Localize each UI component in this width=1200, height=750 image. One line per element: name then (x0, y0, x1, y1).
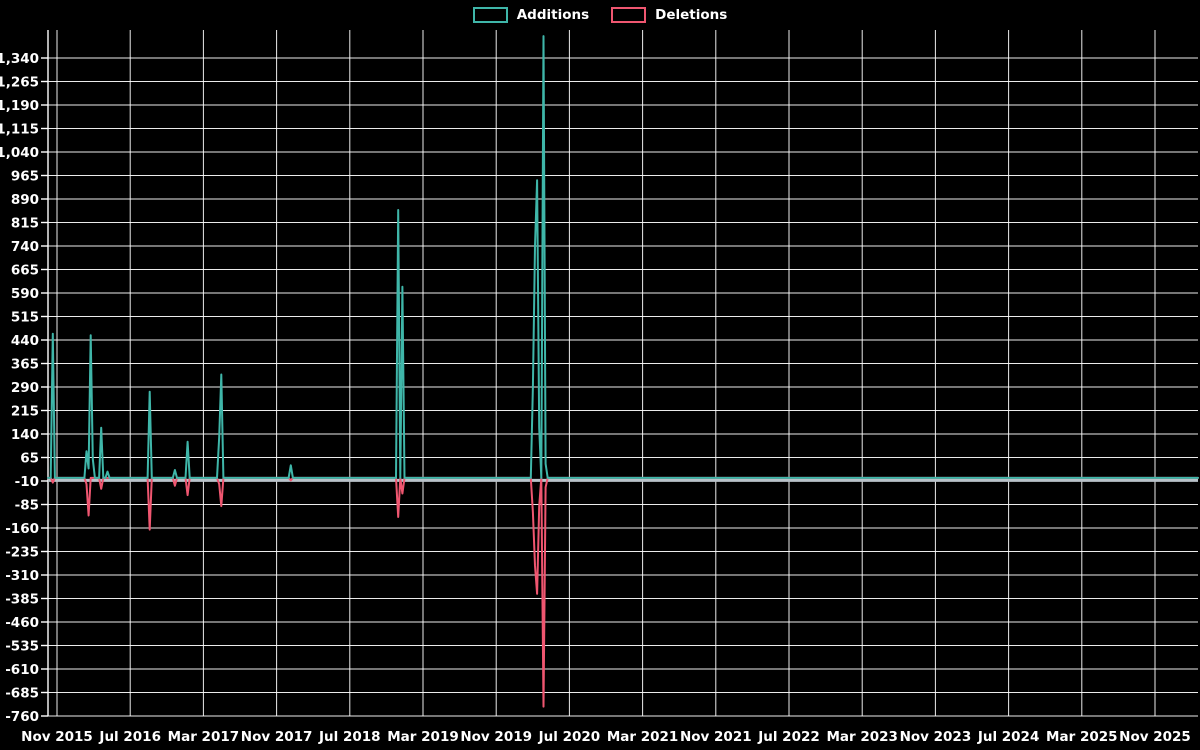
chart-legend: Additions Deletions (0, 7, 1200, 23)
y-axis-tick-label: -10 (15, 474, 39, 490)
x-axis-tick-label: Jul 2016 (98, 729, 161, 745)
y-axis-tick-label: -85 (15, 498, 39, 514)
y-axis-tick-label: 290 (11, 380, 39, 396)
y-axis-tick-label: 440 (11, 333, 39, 349)
x-axis-tick-label: Jul 2024 (977, 729, 1040, 745)
x-axis-tick-label: Jul 2022 (757, 729, 820, 745)
y-axis-tick-label: -610 (5, 662, 39, 678)
x-axis-tick-label: Nov 2025 (1119, 729, 1191, 745)
legend-item-additions[interactable]: Additions (472, 7, 590, 23)
y-axis-tick-label: 815 (11, 216, 39, 232)
x-axis-tick-label: Mar 2019 (387, 729, 458, 745)
additions-swatch-icon (472, 7, 508, 23)
y-axis-tick-label: 1,040 (0, 145, 39, 161)
y-axis-tick-label: 215 (11, 404, 39, 420)
x-axis-tick-label: Nov 2019 (460, 729, 532, 745)
y-axis-tick-label: 665 (11, 263, 39, 279)
y-axis-tick-label: -385 (5, 592, 39, 608)
x-axis-tick-label: Nov 2015 (21, 729, 93, 745)
y-axis-tick-label: 1,340 (0, 51, 39, 67)
y-axis-tick-label: -235 (5, 545, 39, 561)
y-axis-tick-label: 890 (11, 192, 39, 208)
x-axis-tick-label: Jul 2018 (318, 729, 381, 745)
y-axis-tick-label: -535 (5, 639, 39, 655)
legend-label-additions: Additions (516, 7, 590, 23)
y-axis-tick-label: -760 (5, 709, 39, 725)
x-axis-tick-label: Nov 2017 (241, 729, 313, 745)
series-line-additions (47, 35, 1199, 479)
y-axis-tick-label: 1,265 (0, 75, 39, 91)
y-axis-tick-label: 965 (11, 169, 39, 185)
x-axis-tick-label: Mar 2025 (1046, 729, 1117, 745)
deletions-swatch-icon (611, 7, 647, 23)
y-axis-tick-label: 590 (11, 286, 39, 302)
y-axis-tick-label: -685 (5, 686, 39, 702)
y-axis-tick-label: -460 (5, 615, 39, 631)
series-line-deletions (47, 476, 1199, 708)
x-axis-tick-label: Nov 2021 (680, 729, 752, 745)
y-axis-tick-label: 740 (11, 239, 39, 255)
y-axis-tick-label: 140 (11, 427, 39, 443)
y-axis-tick-label: -160 (5, 521, 39, 537)
x-axis-tick-label: Mar 2017 (168, 729, 239, 745)
x-axis-tick-label: Mar 2021 (607, 729, 678, 745)
y-axis-tick-label: -310 (5, 568, 39, 584)
y-axis-tick-label: 1,115 (0, 122, 39, 138)
y-axis-tick-label: 515 (11, 310, 39, 326)
x-axis-tick-label: Mar 2023 (826, 729, 897, 745)
y-axis-tick-label: 65 (20, 451, 39, 467)
legend-label-deletions: Deletions (655, 7, 728, 23)
y-axis-tick-label: 365 (11, 357, 39, 373)
x-axis-tick-label: Jul 2020 (538, 729, 601, 745)
legend-item-deletions[interactable]: Deletions (611, 7, 727, 23)
x-axis-tick-label: Nov 2023 (900, 729, 972, 745)
y-axis-tick-label: 1,190 (0, 98, 39, 114)
